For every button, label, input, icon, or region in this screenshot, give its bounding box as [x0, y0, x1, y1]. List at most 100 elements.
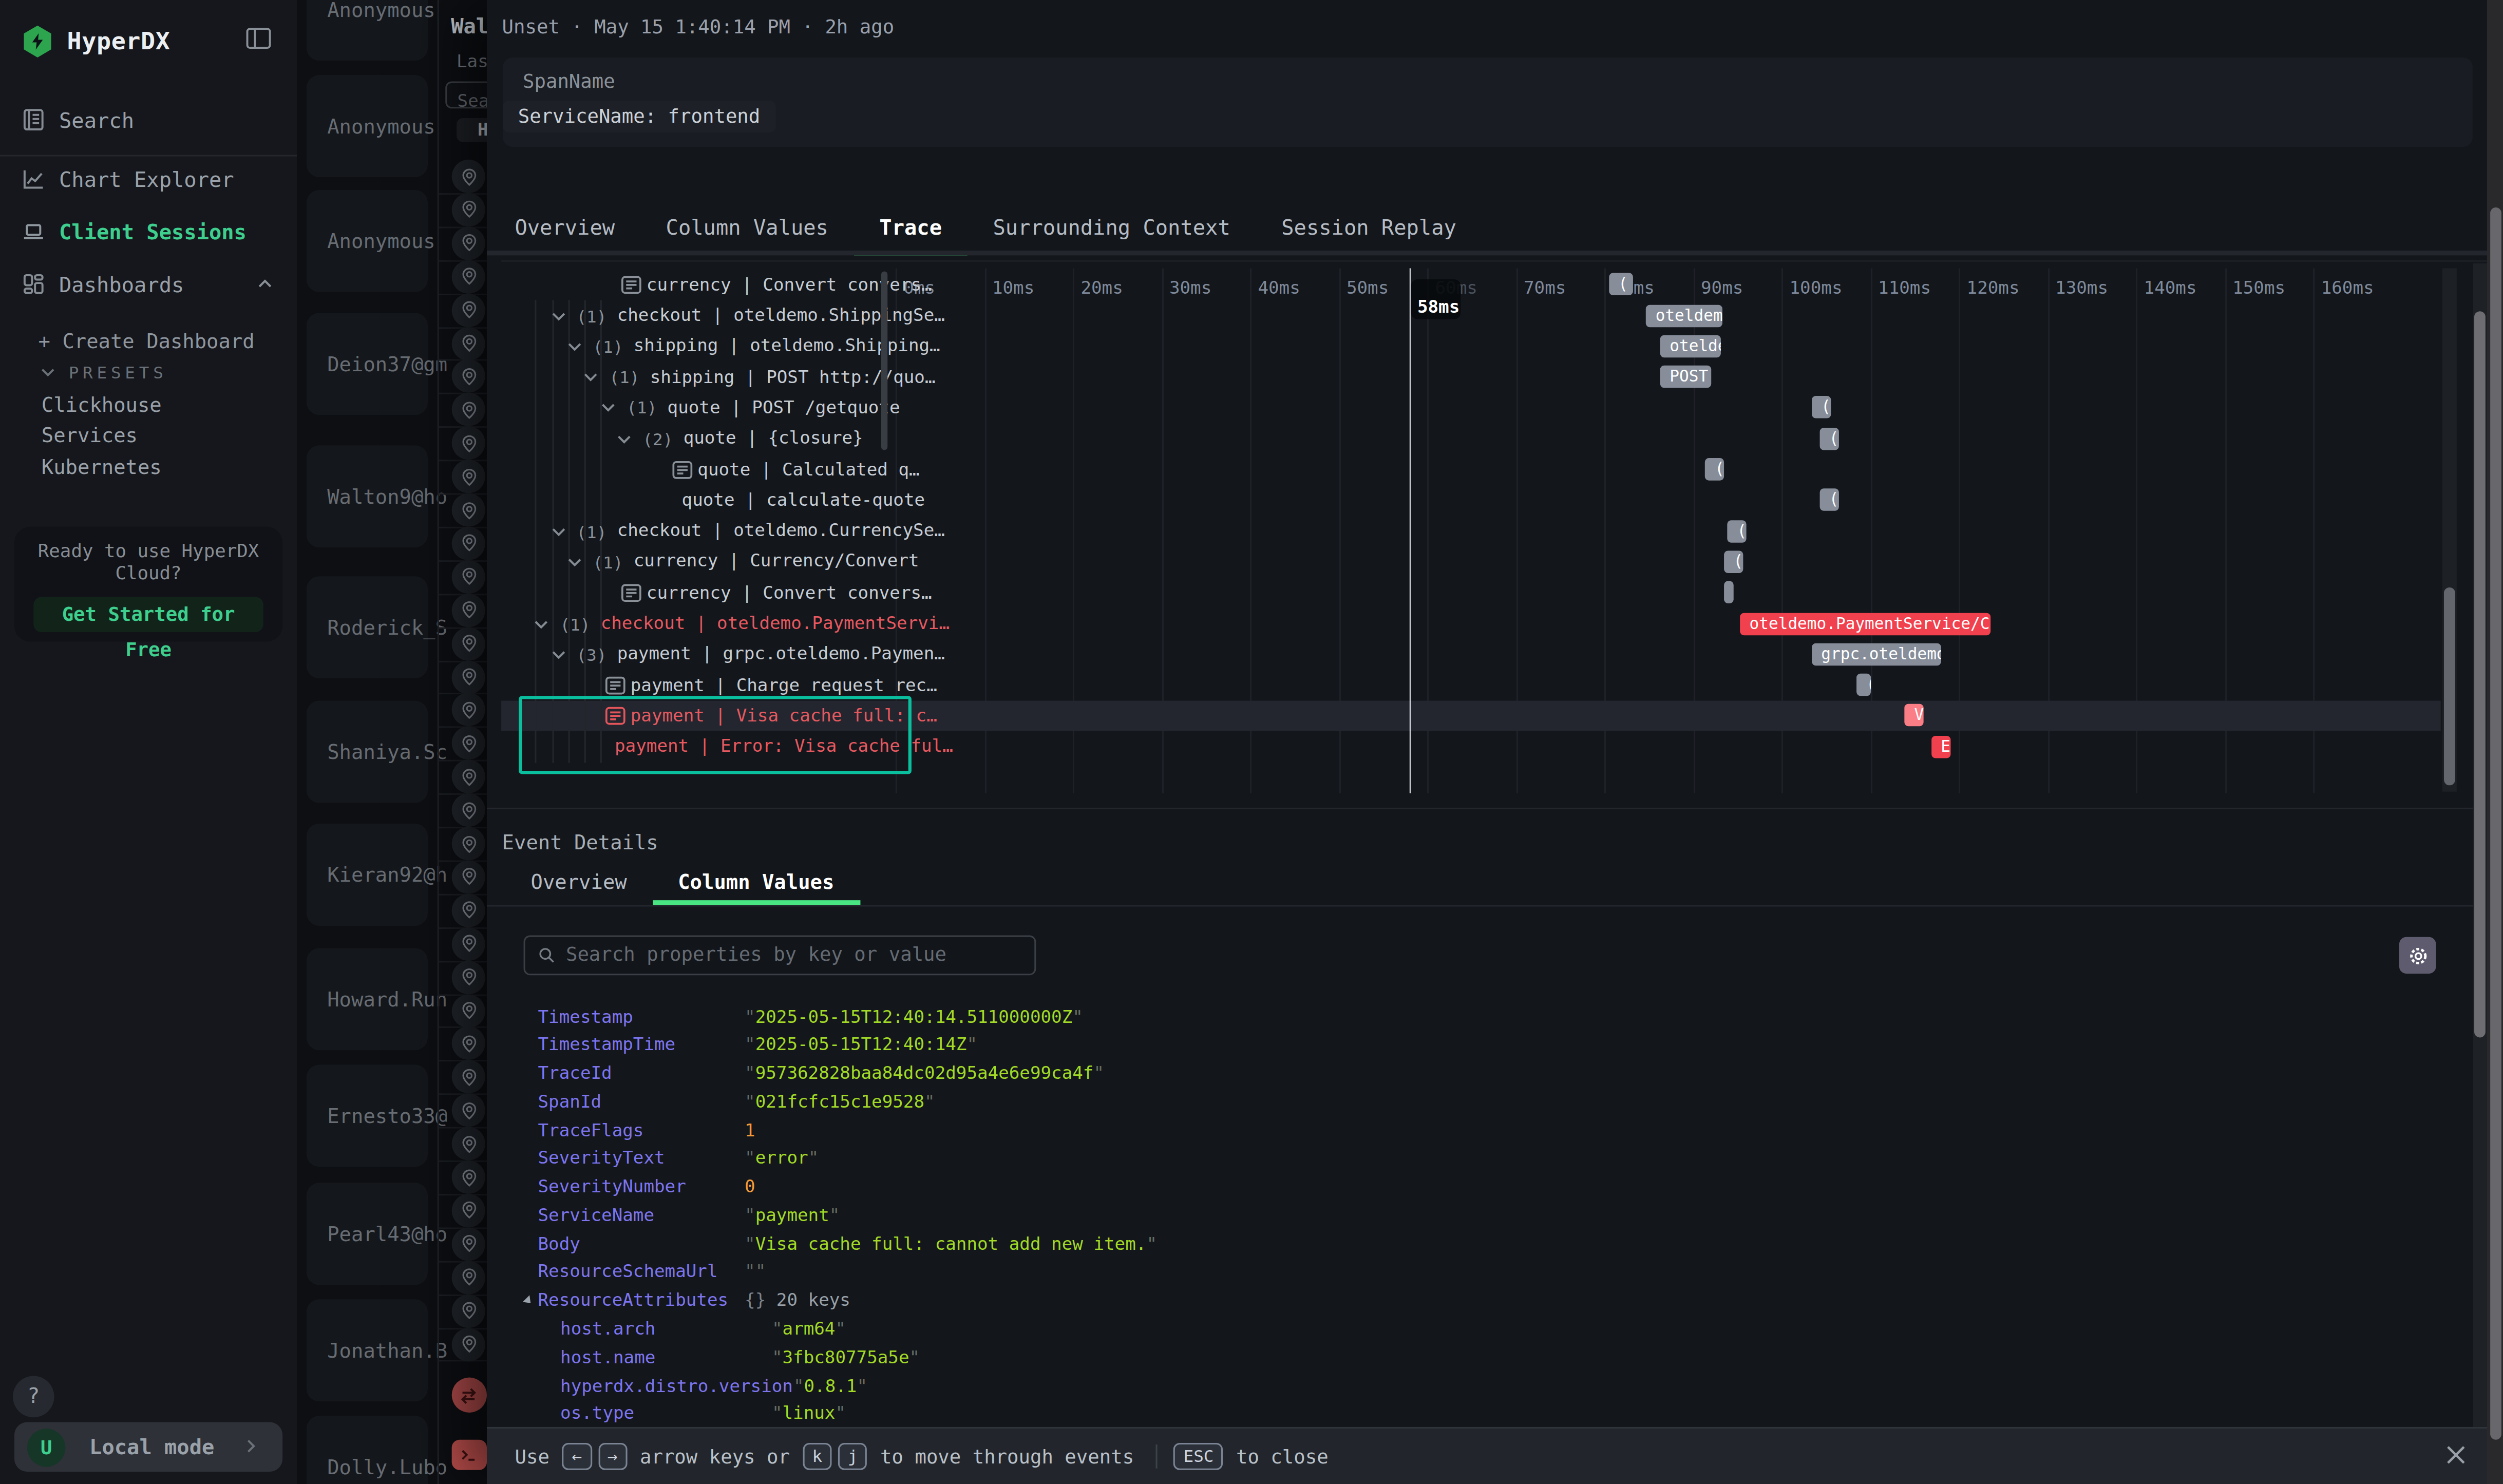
location-pin-icon[interactable]	[452, 260, 485, 293]
sidebar-item-chart-explorer[interactable]: Chart Explorer	[0, 155, 297, 203]
location-pin-icon[interactable]	[452, 626, 485, 660]
trace-tree-row[interactable]: currency | Convert convers…	[501, 269, 888, 300]
property-value[interactable]: "2025-05-15T12:40:14Z"	[745, 1035, 977, 1055]
property-key[interactable]: Timestamp	[538, 1006, 633, 1027]
property-value[interactable]: "payment"	[745, 1205, 840, 1225]
session-card[interactable]: Howard.Run	[307, 947, 428, 1050]
span-bar[interactable]: POST ht	[1660, 366, 1712, 388]
chevron-down-icon[interactable]	[565, 552, 585, 571]
location-pin-icon[interactable]	[452, 727, 485, 760]
span-bar[interactable]: oteldemo.PaymentService/Char	[1740, 612, 1990, 635]
property-value[interactable]: "0.8.1"	[793, 1375, 867, 1396]
location-pin-icon[interactable]	[452, 493, 485, 527]
property-key[interactable]: ResourceSchemaUrl	[538, 1262, 718, 1282]
property-value[interactable]: 0	[745, 1176, 755, 1197]
location-pin-icon[interactable]	[452, 1094, 485, 1127]
trace-tree-row[interactable]: (1)checkout | oteldemo.PaymentServi…	[501, 608, 888, 639]
property-value[interactable]: 1	[745, 1120, 755, 1140]
tab-surrounding-context[interactable]: Surrounding Context	[968, 204, 1256, 251]
location-pin-icon[interactable]	[452, 193, 485, 226]
trace-tree-row[interactable]: (1)currency | Currency/Convert	[501, 546, 888, 577]
location-pin-icon[interactable]	[452, 927, 485, 960]
sidebar-collapse-icon[interactable]	[246, 27, 272, 50]
location-pin-icon[interactable]	[452, 1060, 485, 1094]
create-dashboard-button[interactable]: + Create Dashboard	[39, 329, 255, 353]
location-pin-icon[interactable]	[452, 960, 485, 994]
service-name-chip[interactable]: ServiceName: frontend	[502, 100, 776, 132]
property-key[interactable]: SeverityText	[538, 1148, 665, 1169]
location-pin-icon[interactable]	[452, 393, 485, 427]
span-bar[interactable]: (	[1819, 489, 1839, 511]
location-pin-icon[interactable]	[452, 693, 485, 727]
property-key[interactable]: hyperdx.distro.version	[560, 1375, 793, 1396]
location-pin-icon[interactable]	[452, 560, 485, 593]
property-value[interactable]: "linux"	[772, 1403, 846, 1424]
chevron-down-icon[interactable]	[581, 367, 602, 386]
trace-tree-row[interactable]: (1)shipping | POST http://quo…	[501, 362, 888, 392]
location-pin-icon[interactable]	[452, 1294, 485, 1327]
location-pin-icon[interactable]	[452, 1227, 485, 1261]
location-pin-icon[interactable]	[452, 760, 485, 793]
property-key[interactable]: Body	[538, 1233, 580, 1254]
property-value[interactable]: "3fbc80775a5e"	[772, 1347, 920, 1367]
trace-tree-row[interactable]: (1)quote | POST /getquote	[501, 392, 888, 423]
trace-tree-row[interactable]: currency | Convert convers…	[501, 577, 888, 608]
trace-tree-row[interactable]: quote | Calculated q…	[501, 454, 888, 485]
chevron-down-icon[interactable]	[548, 521, 569, 540]
session-card[interactable]: Deion37@gm	[307, 313, 428, 415]
properties-search-input[interactable]: Search properties by key or value	[523, 936, 1035, 975]
span-bar[interactable]: oteldemo	[1660, 335, 1720, 357]
span-bar[interactable]: (	[1728, 520, 1746, 542]
property-value[interactable]: "Visa cache full: cannot add new item."	[745, 1233, 1157, 1254]
span-bar[interactable]: V	[1905, 705, 1923, 727]
location-pin-icon[interactable]	[452, 1160, 485, 1194]
property-value[interactable]: {} 20 keys	[745, 1290, 850, 1310]
trace-tree-row[interactable]: (1)checkout | oteldemo.CurrencySe…	[501, 516, 888, 546]
session-card[interactable]: Jonathan.B	[307, 1299, 428, 1401]
session-card[interactable]: Roderick_S	[307, 576, 428, 678]
location-pin-icon[interactable]	[452, 793, 485, 827]
session-card[interactable]: Anonymous	[307, 74, 428, 177]
property-value[interactable]: "2025-05-15T12:40:14.511000000Z"	[745, 1006, 1083, 1027]
chevron-down-icon[interactable]	[565, 336, 585, 355]
help-button[interactable]: ?	[13, 1376, 54, 1417]
waterfall-scrollbar-thumb[interactable]	[2443, 587, 2454, 785]
session-card[interactable]: Anonymous	[307, 0, 428, 61]
chevron-down-icon[interactable]	[548, 306, 569, 325]
brand[interactable]: HyperDX	[23, 26, 170, 58]
span-bar[interactable]: oteldemo.	[1646, 304, 1722, 327]
location-pin-icon[interactable]	[452, 160, 485, 193]
error-navigation-icon[interactable]	[451, 1378, 486, 1413]
location-pin-icon[interactable]	[452, 994, 485, 1027]
preset-item-services[interactable]: Services	[42, 424, 138, 448]
property-value[interactable]: "021fcfc15c1e9528"	[745, 1092, 935, 1112]
property-key[interactable]: ServiceName	[538, 1205, 654, 1225]
property-key[interactable]: TraceFlags	[538, 1120, 644, 1140]
location-pin-icon[interactable]	[452, 660, 485, 693]
property-value[interactable]: "arm64"	[772, 1318, 846, 1339]
property-key[interactable]: TraceId	[538, 1063, 612, 1083]
tab-overview[interactable]: Overview	[489, 204, 640, 251]
property-value[interactable]: "error"	[745, 1148, 819, 1169]
location-pin-icon[interactable]	[452, 460, 485, 493]
error-console-icon[interactable]	[451, 1439, 486, 1469]
property-key[interactable]: os.type	[560, 1403, 634, 1424]
trace-tree-row[interactable]: (2)quote | {closure}	[501, 423, 888, 454]
property-value[interactable]: ""	[745, 1262, 766, 1282]
location-pin-icon[interactable]	[452, 226, 485, 260]
location-pin-icon[interactable]	[452, 593, 485, 626]
span-bar[interactable]: (	[1812, 396, 1831, 419]
session-events-search[interactable]: Sea	[445, 82, 487, 108]
session-card[interactable]: Pearl43@ho	[307, 1183, 428, 1285]
location-pin-icon[interactable]	[452, 1261, 485, 1294]
location-pin-icon[interactable]	[452, 860, 485, 893]
preset-item-clickhouse[interactable]: Clickhouse	[42, 393, 162, 417]
span-bar[interactable]: (	[1609, 273, 1633, 296]
tab-column-values[interactable]: Column Values	[640, 204, 854, 251]
window-scrollbar-thumb[interactable]	[2490, 207, 2501, 1440]
location-pin-icon[interactable]	[452, 1327, 485, 1361]
location-pin-icon[interactable]	[452, 360, 485, 393]
user-menu[interactable]: U Local mode	[14, 1422, 282, 1472]
event-details-tab-column-values[interactable]: Column Values	[652, 862, 860, 901]
location-pin-icon[interactable]	[452, 827, 485, 860]
